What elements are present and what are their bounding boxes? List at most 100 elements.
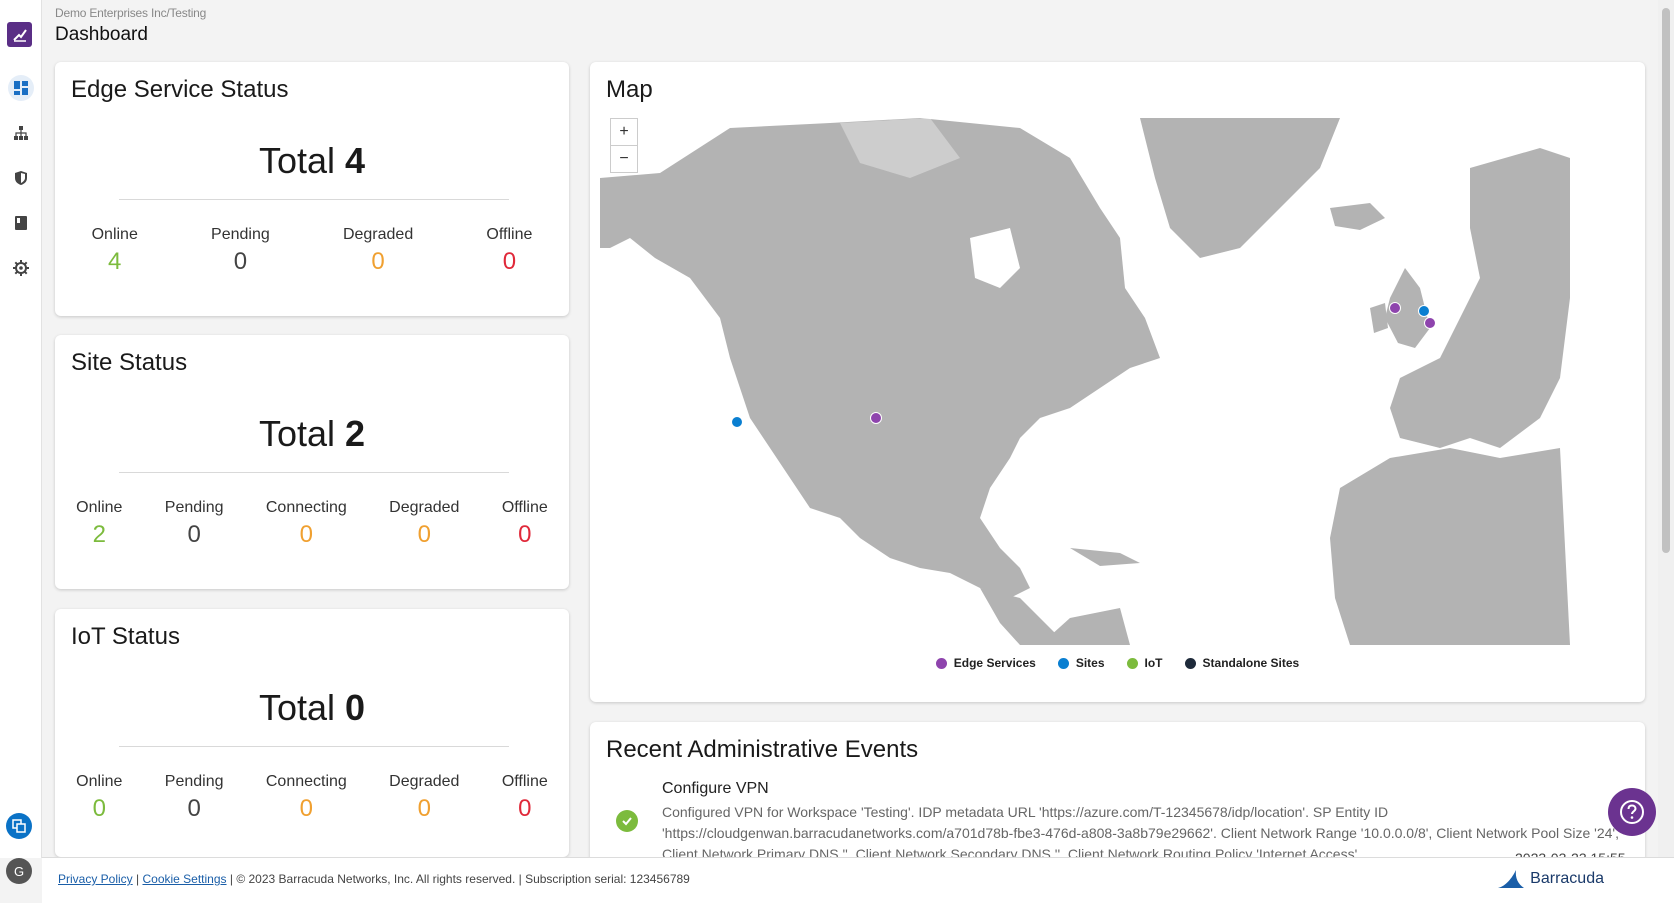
north-america-landmass — [600, 118, 1160, 598]
stat-pending[interactable]: Pending 0 — [165, 773, 224, 823]
stat-label: Connecting — [265, 773, 347, 790]
greenland-landmass — [1140, 118, 1340, 258]
stat-value: 0 — [518, 795, 532, 822]
stat-value: 0 — [518, 521, 532, 548]
network-icon[interactable] — [8, 120, 34, 146]
legend-dot-icon — [1184, 657, 1196, 669]
event-description: Configured VPN for Workspace 'Testing'. … — [662, 804, 1619, 862]
total-label: Total — [258, 140, 335, 181]
europe-landmass — [1390, 148, 1570, 448]
stat-degraded[interactable]: Degraded 0 — [389, 773, 459, 823]
gear-icon[interactable] — [8, 255, 34, 281]
stat-label: Online — [76, 773, 123, 790]
breadcrumb[interactable]: Demo Enterprises Inc/Testing — [55, 6, 207, 20]
map-card: Map — [590, 62, 1645, 702]
total-count[interactable]: Total 0 — [55, 687, 569, 729]
stat-value: 0 — [187, 795, 201, 822]
legend-label: Standalone Sites — [1202, 656, 1300, 670]
stat-label: Degraded — [389, 499, 460, 516]
edge-service-marker — [870, 412, 882, 424]
stats-row: Online 2 Pending 0 Connecting 0 Degraded 0 O… — [55, 499, 569, 549]
shield-icon[interactable] — [8, 165, 34, 191]
south-america-landmass — [1040, 608, 1130, 645]
stat-label: Pending — [164, 499, 224, 516]
iot-status-card: IoT Status Total 0 Online 0 Pending 0 Conn… — [55, 609, 569, 857]
stat-degraded[interactable]: Degraded 0 — [343, 226, 413, 276]
stat-online[interactable]: Online 4 — [92, 226, 138, 276]
stats-row: Online 0 Pending 0 Connecting 0 Degraded 0 O… — [55, 773, 569, 823]
total-label: Total — [258, 413, 335, 454]
user-avatar[interactable]: G — [6, 858, 32, 884]
scrollbar-thumb[interactable] — [1662, 8, 1670, 553]
total-value: 0 — [345, 687, 366, 728]
site-marker — [1418, 305, 1430, 317]
stat-label: Offline — [501, 773, 548, 790]
zoom-out-button[interactable]: − — [610, 145, 638, 173]
page-title: Dashboard — [55, 24, 148, 45]
page-scrollbar[interactable] — [1658, 0, 1674, 857]
stat-offline[interactable]: Offline 0 — [486, 226, 532, 276]
help-button[interactable] — [1608, 788, 1656, 836]
footer: Privacy Policy | Cookie Settings | © 202… — [42, 857, 1674, 903]
total-count[interactable]: Total 2 — [55, 413, 569, 455]
stat-offline[interactable]: Offline 0 — [502, 773, 548, 823]
stat-degraded[interactable]: Degraded 0 — [389, 499, 459, 549]
stat-value: 0 — [187, 521, 201, 548]
legend-dot-icon — [1057, 657, 1069, 669]
legend-iot[interactable]: IoT — [1126, 656, 1163, 670]
stat-online[interactable]: Online 0 — [76, 773, 122, 823]
barracuda-logo: Barracuda — [1496, 868, 1604, 890]
stat-label: Online — [91, 226, 138, 243]
legend-standalone-sites[interactable]: Standalone Sites — [1184, 656, 1300, 670]
stat-label: Offline — [501, 499, 548, 516]
world-map[interactable]: + − — [600, 118, 1635, 645]
edge-service-marker — [1424, 317, 1436, 329]
workspace-switch-icon[interactable] — [6, 813, 32, 839]
total-value: 2 — [345, 413, 366, 454]
edge-service-marker — [1389, 302, 1401, 314]
book-icon[interactable] — [8, 210, 34, 236]
stats-row: Online 4 Pending 0 Degraded 0 Offline 0 — [55, 226, 569, 276]
stat-value: 0 — [417, 521, 431, 548]
stat-online[interactable]: Online 2 — [76, 499, 122, 549]
stat-offline[interactable]: Offline 0 — [502, 499, 548, 549]
app-logo-icon[interactable] — [7, 22, 32, 47]
divider — [119, 199, 509, 200]
stat-pending[interactable]: Pending 0 — [211, 226, 270, 276]
cookie-settings-link[interactable]: Cookie Settings — [142, 872, 227, 886]
total-value: 4 — [345, 140, 366, 181]
stat-value: 0 — [92, 795, 106, 822]
stat-label: Online — [76, 499, 123, 516]
map-legend: Edge Services Sites IoT Standalone Sites — [590, 656, 1645, 670]
stat-value: 0 — [371, 248, 385, 275]
iceland-landmass — [1330, 203, 1385, 230]
legend-edge-services[interactable]: Edge Services — [935, 656, 1036, 670]
zoom-in-button[interactable]: + — [610, 118, 638, 146]
legend-dot-icon — [935, 657, 947, 669]
total-count[interactable]: Total 4 — [55, 140, 569, 182]
stat-value: 0 — [417, 795, 431, 822]
card-title: Recent Administrative Events — [606, 736, 919, 763]
footer-text: Privacy Policy | Cookie Settings | © 202… — [58, 872, 690, 886]
edge-service-status-card: Edge Service Status Total 4 Online 4 Pend… — [55, 62, 569, 316]
card-title: Map — [606, 76, 653, 103]
stat-value: 0 — [299, 795, 314, 822]
stat-value: 4 — [108, 248, 122, 275]
divider — [119, 472, 509, 473]
africa-landmass — [1330, 448, 1570, 645]
privacy-policy-link[interactable]: Privacy Policy — [58, 872, 133, 886]
left-nav: G — [0, 0, 42, 884]
dashboard-icon[interactable] — [8, 75, 34, 101]
stat-connecting[interactable]: Connecting 0 — [266, 499, 347, 549]
legend-dot-icon — [1126, 657, 1138, 669]
stat-value: 0 — [299, 521, 314, 548]
stat-value: 0 — [502, 248, 517, 275]
uk-landmass — [1385, 268, 1430, 348]
site-status-card: Site Status Total 2 Online 2 Pending 0 Con… — [55, 335, 569, 589]
legend-sites[interactable]: Sites — [1057, 656, 1105, 670]
stat-label: Degraded — [342, 226, 414, 243]
stat-connecting[interactable]: Connecting 0 — [266, 773, 347, 823]
legend-label: Sites — [1075, 656, 1105, 670]
stat-pending[interactable]: Pending 0 — [165, 499, 224, 549]
recent-events-card: Recent Administrative Events Configure V… — [590, 722, 1645, 862]
